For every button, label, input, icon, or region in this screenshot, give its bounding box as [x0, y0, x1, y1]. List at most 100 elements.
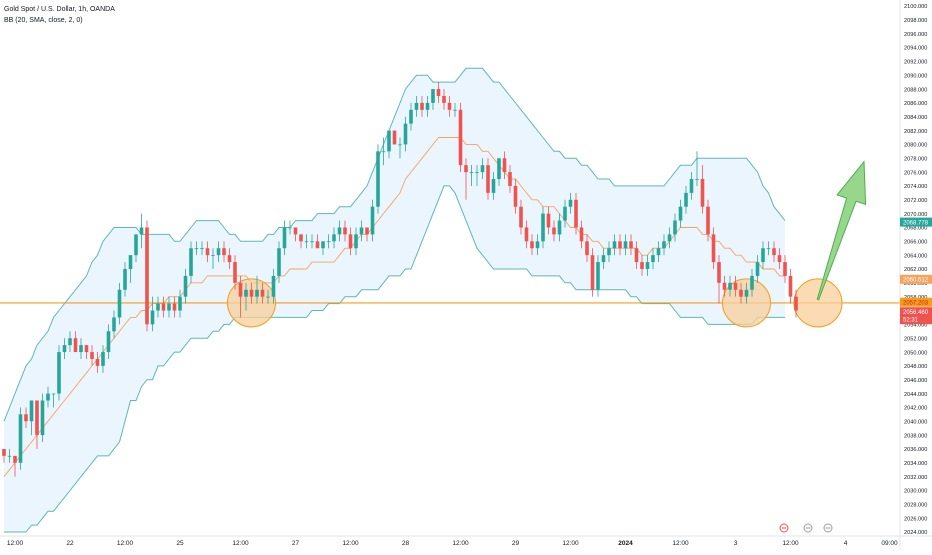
candle-body: [227, 255, 232, 263]
candle-body: [161, 303, 166, 311]
y-tick-label: 2072.000: [904, 198, 927, 204]
y-tick-label: 2094.000: [904, 46, 927, 52]
candle-body: [332, 234, 336, 242]
candle-body: [57, 352, 61, 394]
candle-body: [585, 241, 589, 256]
candle-body: [475, 172, 479, 173]
y-tick-label: 2086.000: [904, 101, 927, 107]
bb-basis-price-label: 2060.512: [903, 278, 929, 284]
candle-body: [139, 227, 144, 235]
candle-body: [739, 289, 743, 297]
candle-body: [530, 241, 534, 249]
bb-indicator-title[interactable]: BB (20, SMA, close, 2, 0): [4, 17, 83, 24]
y-tick-label: 2090.000: [904, 73, 927, 79]
candle-body: [618, 241, 622, 249]
candle-body: [244, 289, 248, 297]
candle-body: [777, 255, 782, 263]
x-tick-label: 28: [402, 540, 410, 547]
candle-body: [134, 234, 138, 256]
y-tick-label: 2048.000: [904, 364, 927, 370]
x-tick-label: 27: [292, 540, 300, 547]
y-tick-label: 2046.000: [904, 378, 927, 384]
candle-body: [337, 227, 342, 235]
y-tick-label: 2100.000: [904, 4, 927, 10]
candle-body: [260, 289, 265, 297]
candle-body: [513, 185, 518, 207]
candle-body: [634, 248, 639, 263]
candle-body: [123, 269, 127, 290]
candle-body: [662, 241, 666, 249]
candle-body: [35, 400, 39, 436]
candle-body: [304, 241, 309, 243]
candle-body: [651, 255, 655, 263]
candle-body: [497, 158, 501, 180]
y-tick-label: 2030.000: [904, 489, 927, 495]
y-tick-label: 2098.000: [904, 18, 927, 24]
bb-lower-line: [4, 185, 785, 533]
candle-body: [222, 248, 226, 256]
y-tick-label: 2064.000: [904, 253, 927, 259]
x-tick-label: 12:00: [452, 540, 469, 547]
candle-body: [711, 234, 716, 263]
x-tick-label: 12:00: [117, 540, 134, 547]
x-tick-label: 2024: [618, 540, 633, 547]
candle-body: [706, 206, 710, 235]
y-tick-label: 2050.000: [904, 350, 927, 356]
y-tick-label: 2068.000: [904, 226, 927, 232]
candle-body: [766, 248, 771, 250]
candle-body: [381, 151, 386, 153]
candle-body: [370, 206, 375, 235]
candle-body: [409, 109, 413, 124]
candle-body: [145, 227, 149, 325]
symbol-title[interactable]: Gold Spot / U.S. Dollar, 1h, OANDA: [4, 6, 115, 13]
candle-body: [299, 234, 303, 242]
candle-body: [315, 241, 320, 249]
candle-body: [205, 248, 210, 256]
candle-body: [750, 275, 754, 290]
x-tick-label: 12:00: [7, 540, 24, 547]
support-price-label: 2057.203: [903, 301, 929, 307]
bb-upper-price-label-bg: [900, 217, 932, 227]
y-tick-label: 2060.000: [904, 281, 927, 287]
candle-body: [590, 255, 595, 290]
candle-body: [552, 227, 556, 235]
candle-body: [18, 414, 23, 463]
x-tick-label: 12:00: [782, 540, 799, 547]
y-tick-label: 2024.000: [904, 530, 927, 536]
candle-body: [469, 172, 474, 173]
y-tick-label: 2082.000: [904, 129, 927, 135]
candle-body: [403, 123, 408, 145]
current-price-label: 2056.460: [903, 310, 929, 316]
candle-body: [392, 130, 397, 145]
candle-body: [112, 317, 116, 332]
candle-body: [535, 241, 540, 249]
candle-body: [46, 393, 50, 401]
y-tick-label: 2034.000: [904, 461, 927, 467]
y-tick-label: 2036.000: [904, 447, 927, 453]
candle-body: [458, 109, 463, 166]
candle-body: [453, 109, 457, 111]
y-tick-label: 2054.000: [904, 323, 927, 329]
candle-body: [216, 248, 221, 256]
candle-body: [502, 158, 507, 173]
candle-body: [106, 331, 111, 353]
price-countdown-label: 52:31: [903, 318, 919, 324]
candle-body: [376, 151, 380, 207]
candle-body: [51, 393, 56, 395]
candle-body: [568, 199, 573, 207]
candle-body: [343, 227, 347, 235]
candle-body: [13, 455, 17, 463]
candle-body: [233, 262, 237, 283]
candle-body: [623, 241, 628, 249]
y-tick-label: 2088.000: [904, 87, 927, 93]
bb-band-fill: [4, 68, 785, 533]
candle-body: [425, 102, 430, 110]
candle-body: [249, 289, 254, 297]
candle-body: [772, 248, 776, 256]
candle-body: [673, 220, 677, 235]
candle-body: [183, 275, 188, 297]
candle-body: [79, 345, 83, 353]
candle-body: [717, 262, 721, 283]
